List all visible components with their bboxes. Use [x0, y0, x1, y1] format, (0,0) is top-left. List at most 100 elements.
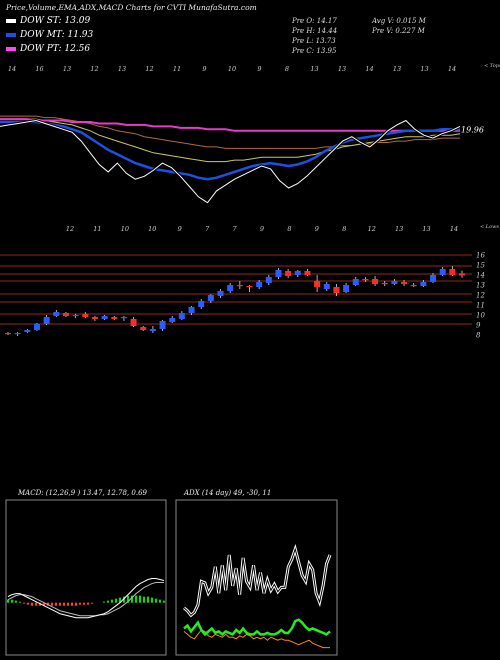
candle-body — [217, 291, 224, 296]
y-tick-label: 13 — [476, 282, 485, 290]
candle-body — [188, 307, 195, 313]
candle-body — [294, 271, 301, 275]
candle-body — [159, 321, 166, 329]
candle-body — [24, 330, 31, 332]
ema-pt-line — [0, 118, 460, 132]
candle-body — [343, 285, 350, 292]
adx-line-inner — [183, 547, 331, 616]
top-date-label: 11 — [173, 65, 181, 73]
low-date-label: 10 — [148, 225, 156, 233]
candle-body — [275, 270, 282, 277]
candle-body — [246, 286, 253, 288]
legend-label-st: DOW ST: 13.09 — [20, 16, 91, 26]
candle-body — [333, 287, 340, 293]
top-date-label: 13 — [420, 65, 428, 73]
y-tick-label: 16 — [476, 252, 485, 260]
candle-body — [236, 285, 243, 287]
top-date-label: 14 — [8, 65, 16, 73]
candle-body — [285, 271, 292, 276]
low-date-label: 9 — [260, 225, 264, 233]
candle-body — [420, 282, 427, 286]
adx-group — [183, 543, 332, 649]
candles-group — [5, 266, 465, 336]
top-date-label: 14 — [365, 65, 373, 73]
low-date-label: 13 — [395, 225, 403, 233]
low-dates-group: 12 11 10 10 9 7 7 9 8 9 8 12 13 13 14 < Lows — [66, 224, 500, 233]
candle-body — [352, 279, 359, 285]
last-value-label: 19.96 — [461, 125, 484, 134]
ema-mid-line — [0, 118, 461, 163]
top-date-label: 13 — [63, 65, 71, 73]
candle-body — [82, 314, 89, 317]
low-date-label: 8 — [342, 225, 346, 233]
low-date-label: 12 — [66, 225, 74, 233]
candle-body — [256, 282, 263, 287]
legend-swatch-pt — [6, 46, 16, 51]
prev-high: Pre H: 14.44 — [292, 27, 338, 35]
candle-body — [62, 313, 69, 316]
top-date-label: 14 — [448, 65, 456, 73]
top-date-label: 12 — [145, 65, 153, 73]
lows-axis-label: < Lows — [480, 224, 499, 230]
price-line — [0, 119, 461, 204]
low-date-label: 14 — [450, 225, 458, 233]
candle-body — [323, 284, 330, 289]
top-date-label: 13 — [118, 65, 126, 73]
low-date-label: 12 — [368, 225, 376, 233]
macd-signal-line — [7, 582, 164, 617]
tops-axis-label: < Tops — [484, 63, 500, 69]
candle-body — [43, 317, 50, 324]
candle-body — [72, 315, 79, 317]
avg-volume: Avg V: 0.015 M — [372, 17, 426, 25]
chart-title: Price,Volume,EMA,ADX,MACD Charts for CVT… — [6, 3, 257, 12]
legend-swatch-st — [6, 18, 16, 23]
candle-body — [314, 281, 321, 287]
di-minus-line — [183, 629, 330, 649]
top-dates-group: 14 16 13 12 13 12 11 9 10 9 8 13 13 14 13 13 14 < Tops — [8, 63, 500, 73]
candle-body — [101, 316, 108, 319]
candle-body — [372, 279, 379, 284]
top-date-label: 13 — [310, 65, 318, 73]
low-date-label: 11 — [93, 225, 101, 233]
candle-body — [410, 285, 417, 287]
y-tick-label: 9 — [476, 322, 481, 330]
candle-body — [381, 283, 388, 285]
macd-title: MACD: (12,26,9 ) 13.47, 12.78, 0.69 — [18, 489, 147, 497]
low-date-label: 13 — [422, 225, 430, 233]
low-date-label: 7 — [205, 225, 210, 233]
macd-panel-bg — [5, 499, 167, 656]
ema-lines-group: 19.96 — [0, 115, 484, 205]
legend-dow-mt: DOW MT: 11.93 — [6, 30, 93, 40]
y-tick-label: 12 — [476, 292, 485, 300]
candle-body — [140, 327, 147, 330]
y-tick-label: 14 — [476, 272, 485, 280]
candle-body — [149, 329, 156, 331]
candle-body — [178, 313, 185, 319]
candle-body — [91, 317, 98, 319]
macd-group — [6, 578, 166, 619]
candle-body — [120, 317, 127, 319]
prev-close: Pre C: 13.95 — [292, 47, 337, 55]
candle-body — [430, 275, 437, 282]
candle-body — [33, 324, 40, 330]
top-date-label: 13 — [393, 65, 401, 73]
candle-body — [439, 269, 446, 275]
candle-body — [391, 281, 398, 284]
candle-body — [53, 312, 60, 316]
di-plus-line — [183, 618, 331, 637]
candle-body — [265, 277, 272, 283]
low-date-label: 9 — [178, 225, 182, 233]
low-date-label: 9 — [315, 225, 319, 233]
y-ticks-group: 16 15 14 13 12 11 10 9 8 — [476, 252, 485, 340]
candle-body — [14, 333, 21, 335]
low-date-label: 8 — [287, 225, 291, 233]
y-tick-label: 15 — [476, 262, 485, 270]
legend-dow-pt: DOW PT: 12.56 — [6, 44, 90, 54]
top-date-label: 16 — [35, 65, 43, 73]
candle-body — [401, 282, 408, 284]
macd-line — [7, 578, 165, 619]
low-date-label: 10 — [121, 225, 129, 233]
candle-body — [169, 318, 176, 322]
prev-low: Pre L: 13.73 — [292, 37, 336, 45]
